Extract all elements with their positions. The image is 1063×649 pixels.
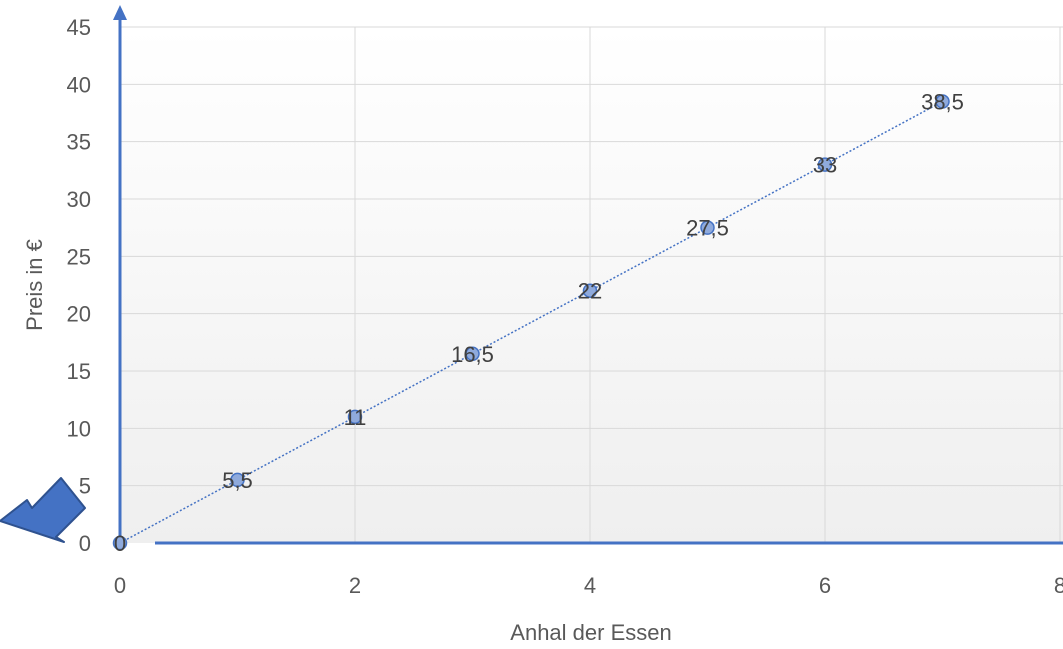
data-label: 5,5 (222, 468, 253, 493)
y-tick-label: 25 (67, 244, 91, 269)
x-tick-label: 6 (819, 573, 831, 598)
data-label: 33 (813, 153, 837, 178)
trendline-group (119, 100, 943, 544)
y-axis-title: Preis in € (22, 239, 47, 331)
data-label: 22 (578, 279, 602, 304)
y-tick-label: 35 (67, 130, 91, 155)
data-label: 11 (344, 405, 367, 430)
arrow-annotation (0, 477, 86, 543)
tick-labels: 0 5 10 15 20 25 30 35 40 45 0 2 4 6 8 (67, 15, 1063, 598)
data-point (700, 220, 715, 235)
data-point (582, 283, 598, 298)
y-tick-label: 40 (67, 72, 91, 97)
x-tick-label: 4 (584, 573, 596, 598)
x-axis-title: Anhal der Essen (510, 620, 671, 645)
y-tick-label: 30 (67, 187, 91, 212)
data-points (112, 94, 950, 551)
x-tick-label: 8 (1054, 573, 1063, 598)
axes (113, 5, 1063, 545)
y-tick-label: 0 (79, 531, 91, 556)
y-tick-label: 5 (79, 474, 91, 499)
data-point (817, 157, 833, 172)
data-point (465, 346, 480, 362)
y-tick-label: 20 (67, 302, 91, 327)
data-label: 27,5 (686, 216, 729, 241)
data-point (112, 535, 128, 551)
y-tick-label: 45 (67, 15, 91, 40)
data-labels: 0 5,5 11 16,5 22 27,5 33 38,5 (114, 90, 964, 556)
data-point (347, 409, 363, 425)
y-tick-label: 15 (67, 359, 91, 384)
data-label: 0 (114, 531, 126, 556)
y-axis-arrowhead (113, 5, 127, 20)
data-point (935, 94, 950, 109)
trendline (119, 100, 943, 544)
x-tick-label: 2 (349, 573, 361, 598)
data-point (230, 472, 245, 488)
data-label: 38,5 (921, 90, 964, 115)
y-tick-label: 10 (67, 416, 91, 441)
annotation-group (0, 477, 86, 543)
data-label: 16,5 (451, 342, 494, 367)
x-tick-label: 0 (114, 573, 126, 598)
